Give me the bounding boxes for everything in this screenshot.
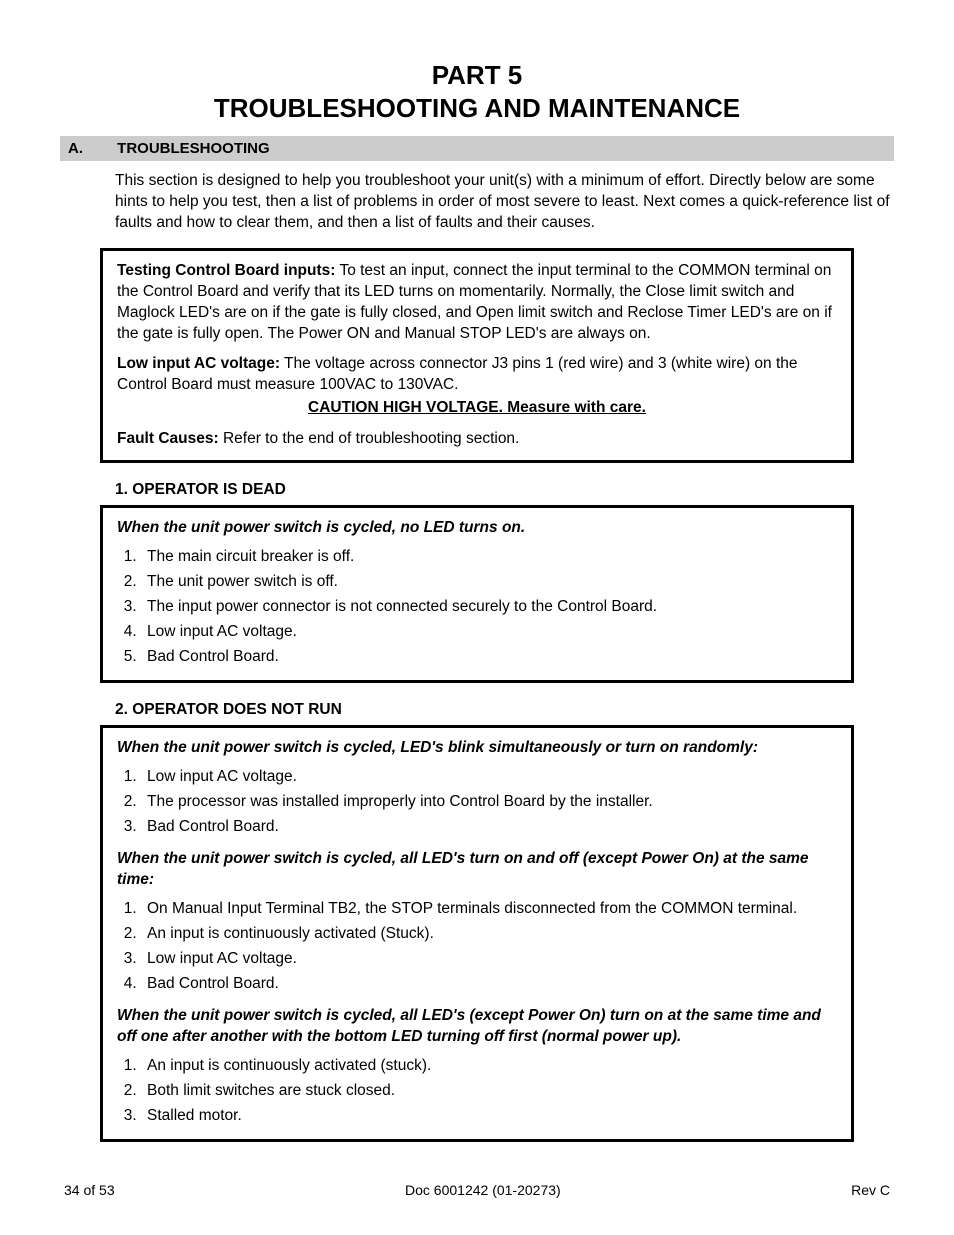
cause-item: On Manual Input Terminal TB2, the STOP t… <box>141 897 837 921</box>
lowac-paragraph: Low input AC voltage: The voltage across… <box>117 354 837 396</box>
footer-doc-id: Doc 6001242 (01-20273) <box>405 1182 561 1198</box>
problems-container: 1. OPERATOR IS DEAD When the unit power s… <box>60 481 894 1142</box>
page-footer: 34 of 53 Doc 6001242 (01-20273) Rev C <box>60 1182 894 1198</box>
symptom-text: When the unit power switch is cycled, LE… <box>117 738 837 759</box>
causes-list: Low input AC voltage.The processor was i… <box>117 765 837 839</box>
part-subtitle: TROUBLESHOOTING AND MAINTENANCE <box>60 93 894 124</box>
cause-item: Bad Control Board. <box>141 645 837 669</box>
part-title: PART 5 <box>60 60 894 91</box>
cause-item: Bad Control Board. <box>141 815 837 839</box>
cause-item: An input is continuously activated (stuc… <box>141 1054 837 1078</box>
document-page: PART 5 TROUBLESHOOTING AND MAINTENANCE A… <box>0 0 954 1235</box>
cause-item: Low input AC voltage. <box>141 947 837 971</box>
cause-item: Stalled motor. <box>141 1104 837 1128</box>
lowac-label: Low input AC voltage: <box>117 355 280 372</box>
cause-item: The unit power switch is off. <box>141 570 837 594</box>
fault-label: Fault Causes: <box>117 430 219 447</box>
testing-paragraph: Testing Control Board inputs: To test an… <box>117 261 837 345</box>
intro-paragraph: This section is designed to help you tro… <box>115 171 894 234</box>
section-header: A. TROUBLESHOOTING <box>60 136 894 161</box>
symptom-text: When the unit power switch is cycled, no… <box>117 518 837 539</box>
symptom-text: When the unit power switch is cycled, al… <box>117 1006 837 1048</box>
cause-item: The input power connector is not connect… <box>141 595 837 619</box>
hints-box: Testing Control Board inputs: To test an… <box>100 248 854 463</box>
section-title: TROUBLESHOOTING <box>117 140 270 157</box>
section-letter: A. <box>68 140 113 157</box>
problem-heading: 2. OPERATOR DOES NOT RUN <box>115 701 894 719</box>
cause-item: Bad Control Board. <box>141 972 837 996</box>
problem-box: When the unit power switch is cycled, LE… <box>100 725 854 1142</box>
causes-list: The main circuit breaker is off.The unit… <box>117 545 837 669</box>
footer-revision: Rev C <box>851 1182 890 1198</box>
caution-text: CAUTION HIGH VOLTAGE. Measure with care. <box>117 398 837 419</box>
cause-item: An input is continuously activated (Stuc… <box>141 922 837 946</box>
cause-item: Both limit switches are stuck closed. <box>141 1079 837 1103</box>
problem-box: When the unit power switch is cycled, no… <box>100 505 854 683</box>
causes-list: On Manual Input Terminal TB2, the STOP t… <box>117 897 837 996</box>
footer-page-number: 34 of 53 <box>64 1182 115 1198</box>
cause-item: Low input AC voltage. <box>141 765 837 789</box>
fault-text: Refer to the end of troubleshooting sect… <box>219 430 520 447</box>
testing-label: Testing Control Board inputs: <box>117 262 335 279</box>
fault-paragraph: Fault Causes: Refer to the end of troubl… <box>117 429 837 450</box>
cause-item: Low input AC voltage. <box>141 620 837 644</box>
problem-heading: 1. OPERATOR IS DEAD <box>115 481 894 499</box>
causes-list: An input is continuously activated (stuc… <box>117 1054 837 1128</box>
symptom-text: When the unit power switch is cycled, al… <box>117 849 837 891</box>
cause-item: The main circuit breaker is off. <box>141 545 837 569</box>
cause-item: The processor was installed improperly i… <box>141 790 837 814</box>
